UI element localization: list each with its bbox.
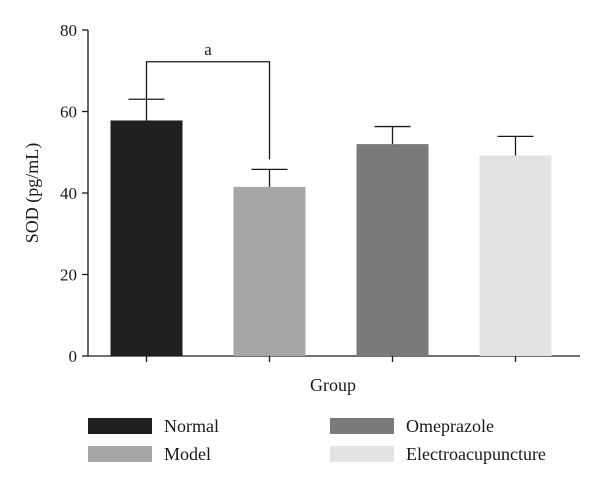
bar-normal [110,120,183,356]
legend: Normal Model Omeprazole Electroacupunctu… [88,414,568,470]
bar-omeprazole [356,144,429,356]
legend-label-electroacupuncture: Electroacupuncture [406,443,546,464]
legend-item-model: Model [88,442,211,466]
x-axis [88,355,580,362]
legend-item-omeprazole: Omeprazole [330,414,494,438]
legend-label-omeprazole: Omeprazole [406,415,494,436]
bar-model [233,186,306,356]
y-tick-label-1: 20 [60,266,77,285]
significance-annotation: a [145,40,271,160]
bar-electroacupuncture [479,155,552,356]
bar-chart: 0 20 40 60 80 a SOD (pg/mL) Group [22,21,580,395]
legend-swatch-electroacupuncture [330,446,394,462]
y-tick-label-0: 0 [69,347,78,366]
y-tick-label-4: 80 [60,21,77,40]
legend-item-normal: Normal [88,414,219,438]
y-tick-label-2: 40 [60,184,77,203]
legend-swatch-model [88,446,152,462]
x-axis-title: Group [310,375,356,395]
bars-group [110,98,552,356]
legend-label-model: Model [164,443,211,464]
legend-item-electroacupuncture: Electroacupuncture [330,442,546,466]
y-tick-label-3: 60 [60,103,77,122]
legend-label-normal: Normal [164,415,219,436]
legend-swatch-normal [88,418,152,434]
significance-bracket [145,61,271,160]
y-axis: 0 20 40 60 80 [60,21,89,366]
y-axis-title: SOD (pg/mL) [22,143,43,244]
significance-label: a [204,40,212,59]
legend-swatch-omeprazole [330,418,394,434]
